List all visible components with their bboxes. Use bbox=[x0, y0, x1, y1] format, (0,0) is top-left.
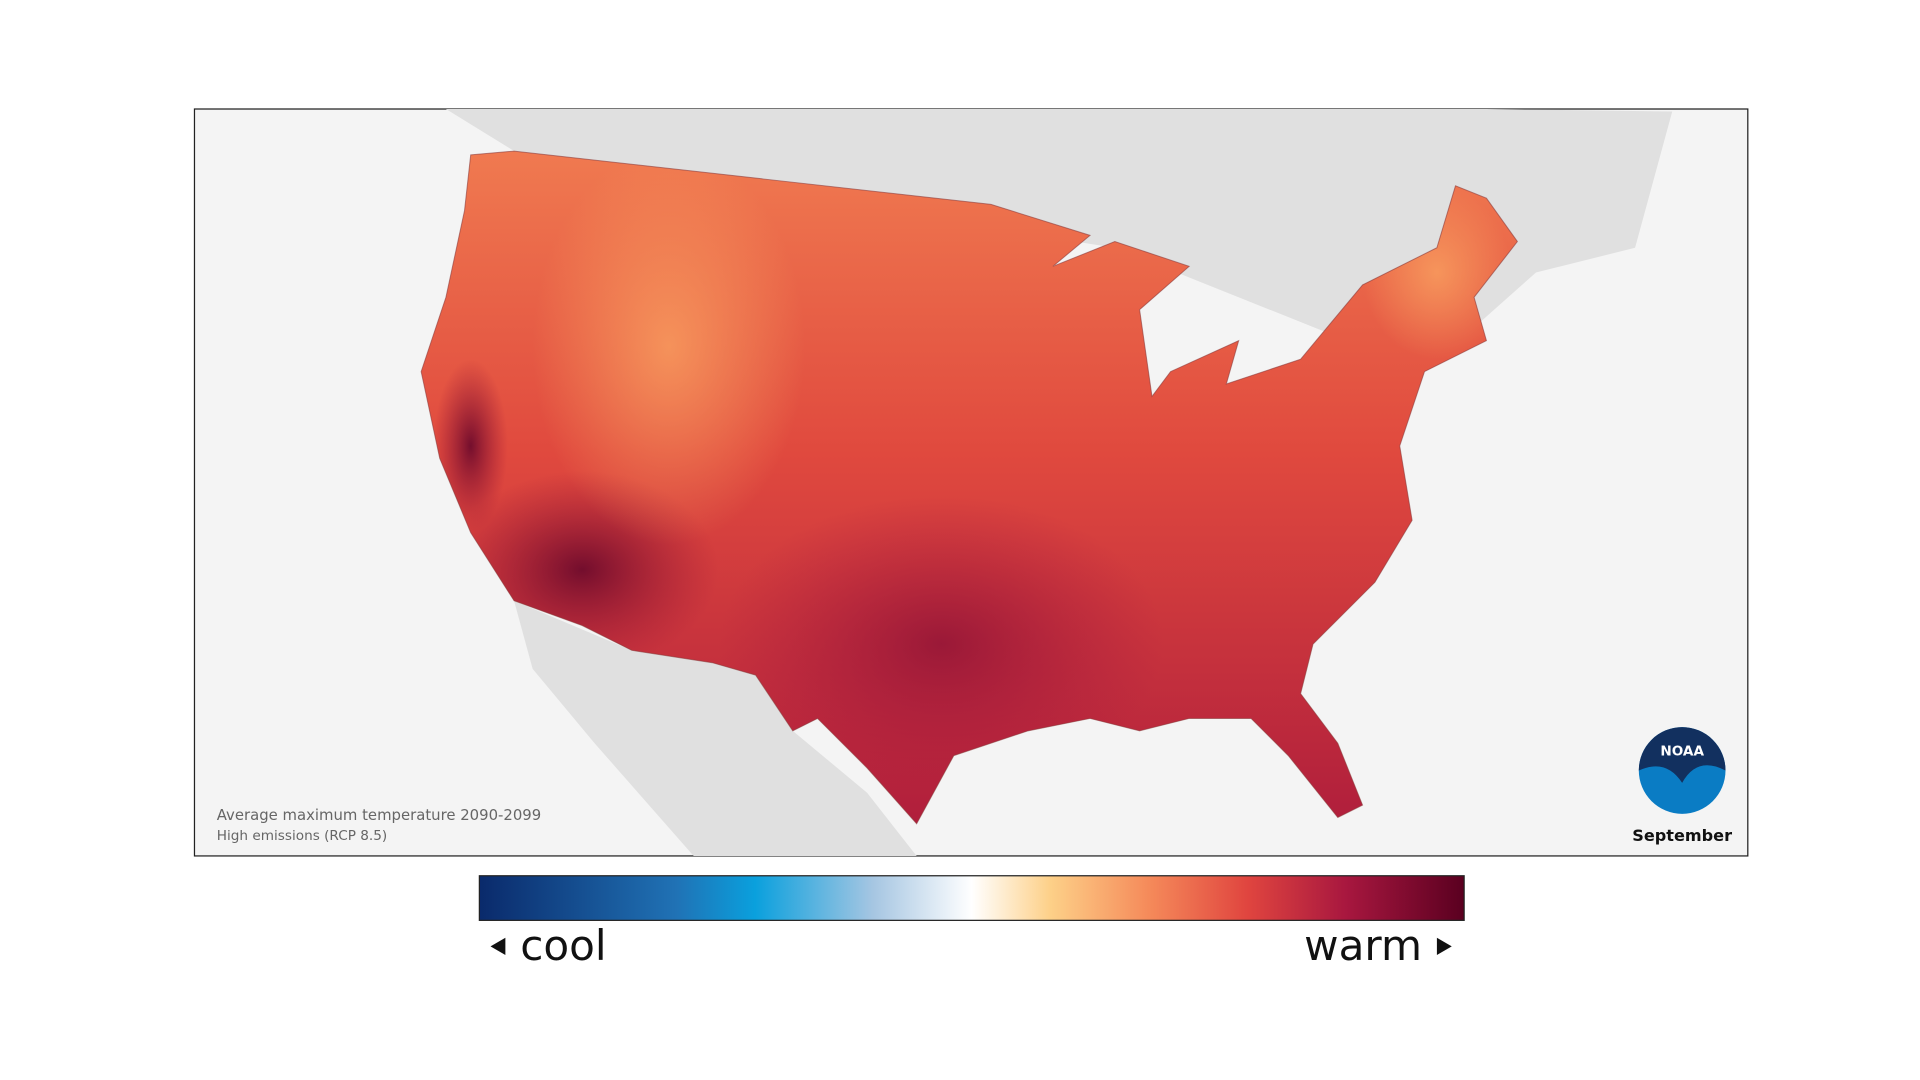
caption-line-1: Average maximum temperature 2090-2099 bbox=[217, 806, 541, 824]
color-bar bbox=[478, 875, 1465, 921]
logo-top bbox=[1638, 727, 1726, 783]
warm-label: warm bbox=[1304, 921, 1422, 970]
mexico bbox=[514, 600, 917, 856]
cool-label: cool bbox=[520, 921, 606, 970]
month-label: September bbox=[1632, 826, 1732, 845]
logo-text: NOAA bbox=[1660, 744, 1704, 760]
map-group: Average maximum temperature 2090-2099 Hi… bbox=[193, 108, 1749, 970]
caption-line-2: High emissions (RCP 8.5) bbox=[217, 828, 387, 844]
cool-arrow bbox=[490, 937, 506, 956]
noaa-logo: NOAA bbox=[1638, 727, 1726, 814]
warm-arrow bbox=[1436, 937, 1452, 956]
